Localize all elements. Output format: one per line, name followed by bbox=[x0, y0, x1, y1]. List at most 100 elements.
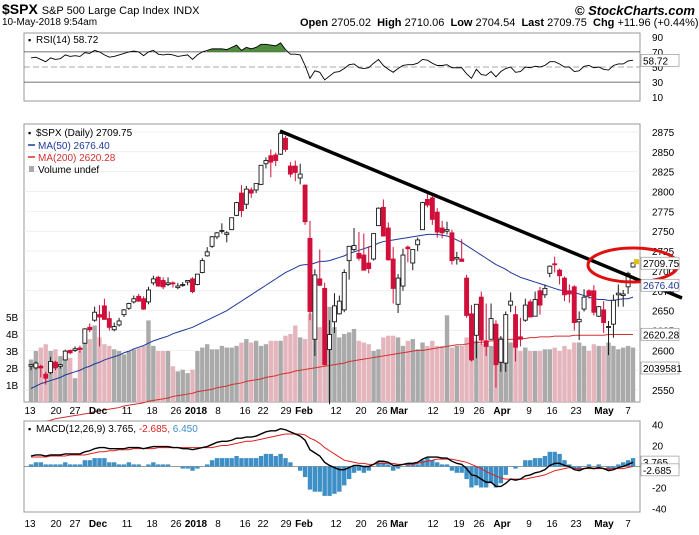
candle-body bbox=[513, 314, 518, 348]
x-axis-label: 12 bbox=[330, 519, 342, 530]
macd-histogram-bar bbox=[317, 466, 322, 492]
volume-bar bbox=[126, 351, 132, 402]
price-tick-label: 2800 bbox=[652, 188, 675, 199]
rsi-legend-swatch: ▪ bbox=[28, 35, 31, 45]
candle-body bbox=[92, 311, 98, 321]
volume-value-tag-box bbox=[640, 361, 680, 375]
macd-histogram-bar bbox=[439, 464, 445, 467]
x-axis-label: 11 bbox=[122, 406, 133, 417]
macd-histogram-bar bbox=[454, 466, 460, 473]
volume-bar bbox=[611, 345, 616, 402]
volume-bar bbox=[483, 340, 489, 402]
macd-histogram-bar bbox=[513, 466, 518, 469]
x-axis-label: 20 bbox=[50, 519, 62, 530]
volume-bar bbox=[508, 342, 513, 402]
macd-histogram-bar bbox=[180, 466, 185, 469]
macd-histogram-bar bbox=[332, 466, 337, 494]
ma50-line bbox=[30, 233, 634, 389]
macd-histogram-bar bbox=[92, 458, 97, 467]
volume-bar bbox=[430, 340, 435, 402]
volume-legend-swatch bbox=[29, 166, 34, 172]
candle-body bbox=[610, 299, 616, 325]
candle-body bbox=[101, 305, 107, 320]
macd-histogram-bar bbox=[219, 458, 225, 467]
volume-bar bbox=[151, 345, 156, 402]
volume-bar bbox=[469, 337, 474, 402]
macd-histogram-bar bbox=[165, 464, 171, 467]
candle-body bbox=[297, 173, 303, 179]
volume-bar bbox=[317, 327, 322, 402]
candle-body bbox=[493, 323, 499, 366]
volume-bar bbox=[606, 342, 611, 402]
candle-body bbox=[615, 292, 621, 296]
candle-body bbox=[503, 314, 509, 364]
candle-body bbox=[444, 229, 450, 232]
candle-body bbox=[72, 348, 78, 351]
macd-histogram-bar bbox=[209, 460, 215, 467]
candle-body bbox=[331, 305, 337, 323]
volume-bar bbox=[337, 337, 342, 402]
volume-bar bbox=[542, 349, 548, 402]
candle-body bbox=[307, 237, 313, 312]
candle-body bbox=[82, 328, 88, 344]
candle-body bbox=[229, 217, 235, 231]
volume-bar bbox=[175, 371, 181, 402]
volume-bar bbox=[249, 342, 254, 402]
volume-bar bbox=[547, 349, 552, 402]
candle-body bbox=[376, 207, 381, 227]
candle-body bbox=[180, 283, 186, 286]
price-tick-label: 2675 bbox=[652, 287, 675, 298]
macd-histogram-bar bbox=[43, 464, 48, 467]
volume-bar bbox=[97, 337, 102, 402]
macd-histogram-bar bbox=[537, 458, 543, 467]
rsi-legend-label: RSI(14) 58.72 bbox=[36, 35, 99, 46]
macd-histogram-bar bbox=[488, 466, 494, 484]
volume-bar bbox=[239, 342, 244, 402]
macd-histogram-bar bbox=[297, 466, 303, 471]
macd-histogram-bar bbox=[562, 460, 567, 467]
x-axis-label: 12 bbox=[427, 406, 439, 417]
x-axis-label: 20 bbox=[50, 406, 62, 417]
price-legend-main: $SPX (Daily) 2709.75 bbox=[36, 128, 133, 139]
x-axis-label: 29 bbox=[280, 519, 292, 530]
macd-signal-tag-box bbox=[640, 463, 680, 477]
candle-body bbox=[400, 254, 406, 287]
volume-bar bbox=[190, 369, 195, 402]
candle-body bbox=[62, 350, 68, 361]
volume-bar bbox=[601, 345, 606, 402]
candle-body bbox=[522, 304, 528, 321]
candle-body bbox=[121, 309, 127, 316]
volume-bar bbox=[141, 345, 146, 402]
volume-bar bbox=[268, 340, 274, 402]
volume-bar bbox=[28, 359, 34, 402]
macd-histogram-bar bbox=[151, 462, 156, 467]
volume-bar bbox=[253, 340, 259, 402]
candle-body bbox=[562, 277, 567, 296]
volume-bar bbox=[112, 349, 117, 402]
x-axis-label: 18 bbox=[146, 519, 158, 530]
macd-histogram-bar bbox=[435, 462, 440, 467]
price-tick-label: 2550 bbox=[652, 386, 675, 397]
macd-histogram-bar bbox=[390, 466, 396, 471]
candle-body bbox=[390, 258, 396, 289]
volume-bar bbox=[273, 340, 278, 402]
candle-body bbox=[415, 239, 421, 246]
last-price-marker bbox=[634, 259, 639, 265]
candle-body bbox=[625, 272, 631, 288]
volume-bar bbox=[439, 345, 445, 402]
volume-bar bbox=[209, 349, 215, 402]
candle-body bbox=[591, 290, 597, 313]
candle-body bbox=[185, 280, 191, 283]
candle-body bbox=[322, 287, 328, 366]
macd-histogram-bar bbox=[469, 466, 474, 488]
volume-bar bbox=[82, 340, 88, 402]
macd-histogram-bar bbox=[77, 464, 83, 467]
macd-histogram-bar bbox=[557, 453, 562, 467]
macd-histogram-bar bbox=[273, 456, 278, 467]
x-axis-label: 16 bbox=[239, 519, 251, 530]
macd-histogram-bar bbox=[381, 462, 386, 467]
macd-histogram-bar bbox=[346, 466, 352, 480]
ma200-value-tag: 2620.28 bbox=[643, 330, 680, 341]
candle-body bbox=[581, 296, 587, 310]
rsi-tick-label: 10 bbox=[652, 93, 664, 104]
